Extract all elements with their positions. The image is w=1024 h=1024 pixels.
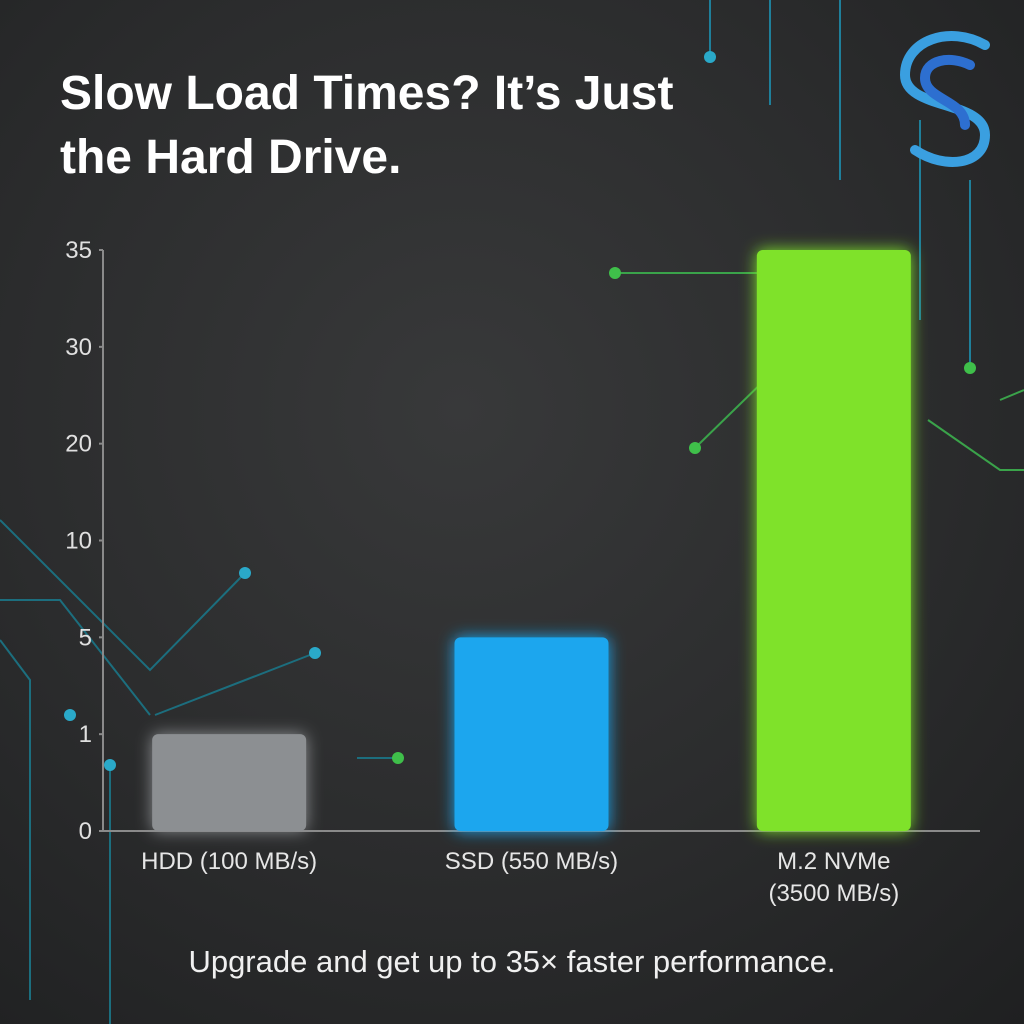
caption: Upgrade and get up to 35× faster perform… xyxy=(188,944,836,979)
bar xyxy=(454,637,609,831)
y-tick-label: 1 xyxy=(79,721,92,748)
x-tick-label: SSD (550 MB/s) xyxy=(444,848,619,875)
x-tick-label: HDD (100 MB/s) xyxy=(141,848,318,875)
logo xyxy=(899,31,991,167)
bar xyxy=(152,734,307,831)
chart-title: Slow Load Times? It’s Just the Hard Driv… xyxy=(60,67,674,184)
y-tick-label: 0 xyxy=(79,818,92,845)
y-tick-label: 5 xyxy=(79,624,92,651)
y-tick-label: 30 xyxy=(65,334,92,361)
y-tick-label: 35 xyxy=(65,237,92,264)
y-tick-label: 10 xyxy=(65,528,92,555)
bar xyxy=(756,250,911,831)
y-tick-label: 20 xyxy=(65,431,92,458)
x-tick-label: M.2 NVMe (3500 MB/s) xyxy=(768,848,900,907)
